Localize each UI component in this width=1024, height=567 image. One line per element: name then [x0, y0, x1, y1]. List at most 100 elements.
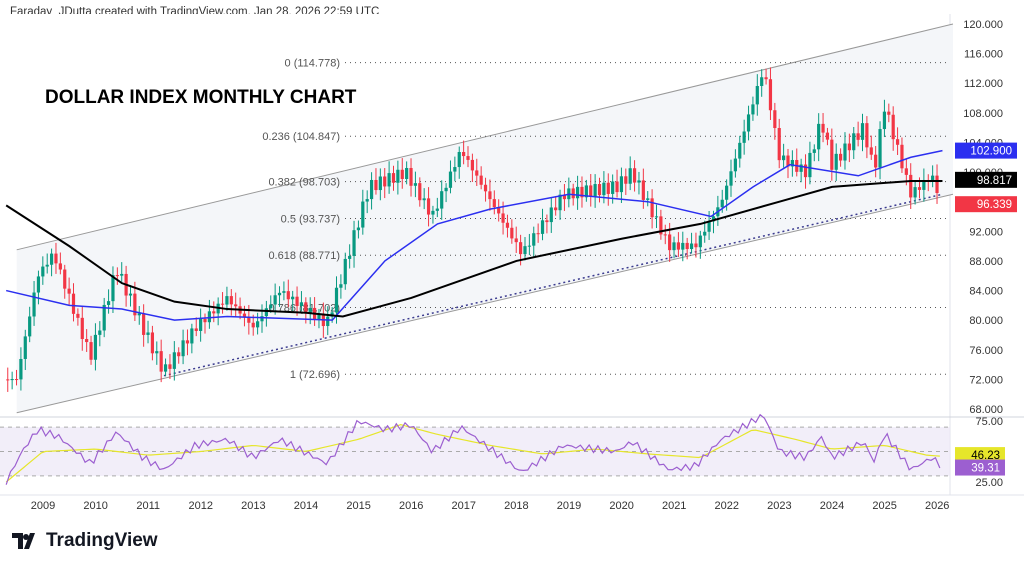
candle-body	[339, 284, 343, 288]
candle-body	[23, 336, 27, 359]
candle-body	[847, 143, 851, 151]
x-tick-label: 2012	[189, 500, 213, 512]
x-tick-label: 2014	[294, 500, 318, 512]
candle-body	[852, 133, 856, 151]
candle-body	[440, 191, 444, 209]
candle-body	[155, 351, 159, 354]
candle-body	[887, 111, 891, 115]
candle-body	[163, 364, 168, 372]
candle-body	[720, 199, 724, 208]
ma-fast-price-label-bg	[955, 142, 1017, 159]
ma-fast-price-label: 102.900	[970, 146, 1012, 158]
candle-body	[514, 238, 518, 243]
ma-slow-price-label: 98.817	[977, 175, 1012, 187]
candle-body	[41, 266, 45, 277]
candle-body	[106, 301, 111, 305]
candle-body	[904, 168, 908, 175]
candle-body	[146, 332, 150, 335]
candle-body	[632, 168, 637, 183]
candle-body	[611, 181, 615, 194]
candle-body	[729, 171, 733, 186]
y-tick-label: 116.000	[964, 49, 1003, 61]
candle-body	[418, 183, 422, 201]
candle-body	[67, 288, 71, 294]
fib-level-label: 0 (114.778)	[285, 58, 340, 70]
candle-body	[869, 147, 873, 155]
fib-level-label: 0.618 (88.771)	[268, 250, 340, 262]
candle-body	[133, 293, 137, 316]
candle-body	[909, 174, 913, 198]
candle-body	[256, 321, 260, 328]
candle-body	[282, 291, 286, 293]
candle-body	[334, 287, 339, 313]
candle-body	[681, 242, 685, 250]
rsi-ma-label-bg	[955, 447, 1005, 464]
ma-fast-line	[6, 149, 943, 321]
candle-body	[181, 340, 185, 357]
candle-body	[199, 318, 203, 331]
candle-body	[711, 216, 716, 222]
candle-body	[746, 114, 751, 132]
y-tick-label: 108.000	[963, 108, 1003, 120]
candle-body	[619, 176, 624, 193]
candle-body	[348, 255, 352, 259]
candle-body	[606, 182, 610, 194]
candle-body	[545, 220, 549, 223]
candle-body	[659, 216, 663, 235]
candle-body	[264, 308, 268, 317]
candle-body	[519, 242, 523, 255]
candle-body	[475, 170, 479, 176]
candle-body	[54, 253, 58, 264]
candle-body	[229, 296, 233, 305]
rsi-ma-label: 46.23	[971, 450, 1000, 462]
channel-upper-line	[16, 23, 954, 251]
candle-body	[326, 316, 330, 327]
candle-body	[457, 151, 461, 168]
fib-level-label: 0.382 (98.703)	[268, 177, 340, 189]
candle-body	[177, 352, 181, 357]
candle-body	[137, 313, 141, 316]
x-tick-label: 2021	[662, 500, 686, 512]
candle-body	[361, 201, 365, 228]
candle-body	[597, 184, 602, 196]
candle-body	[10, 379, 14, 381]
candle-body	[277, 292, 282, 296]
candle-body	[935, 175, 939, 193]
candle-body	[378, 176, 382, 191]
candle-body	[878, 129, 882, 168]
candle-body	[624, 176, 628, 184]
candle-body	[36, 276, 41, 293]
candle-body	[220, 303, 225, 305]
rsi-tick-label: 75.00	[975, 416, 1003, 428]
candle-body	[387, 173, 391, 187]
candle-body	[668, 234, 672, 251]
candle-body	[803, 164, 808, 178]
candle-body	[589, 185, 593, 197]
y-tick-label: 76.000	[969, 345, 1003, 357]
candle-body	[299, 302, 304, 307]
candle-body	[212, 311, 216, 314]
candle-body	[764, 77, 768, 80]
candle-body	[150, 332, 155, 354]
candle-body	[400, 169, 404, 179]
candle-body	[676, 242, 681, 250]
price-chart[interactable]: 0 (114.778) 0.236 (104.847) 0.382 (98.703)…	[0, 0, 1024, 520]
candle-body	[628, 168, 632, 184]
candle-body	[304, 302, 308, 313]
candle-body	[190, 328, 194, 344]
candle-body	[225, 296, 229, 305]
candle-body	[85, 339, 89, 343]
candle-body	[63, 269, 67, 289]
candle-body	[14, 379, 19, 381]
candle-body	[891, 114, 895, 140]
candle-body	[773, 110, 777, 129]
candle-body	[422, 198, 426, 201]
channel-lower-line	[16, 193, 954, 414]
x-tick-label: 2023	[767, 500, 791, 512]
candle-body	[251, 322, 255, 328]
candle-body	[527, 245, 531, 247]
tradingview-logo[interactable]: TradingView	[12, 530, 158, 552]
candle-body	[352, 230, 356, 256]
candle-body	[168, 364, 172, 369]
candle-body	[808, 152, 812, 178]
